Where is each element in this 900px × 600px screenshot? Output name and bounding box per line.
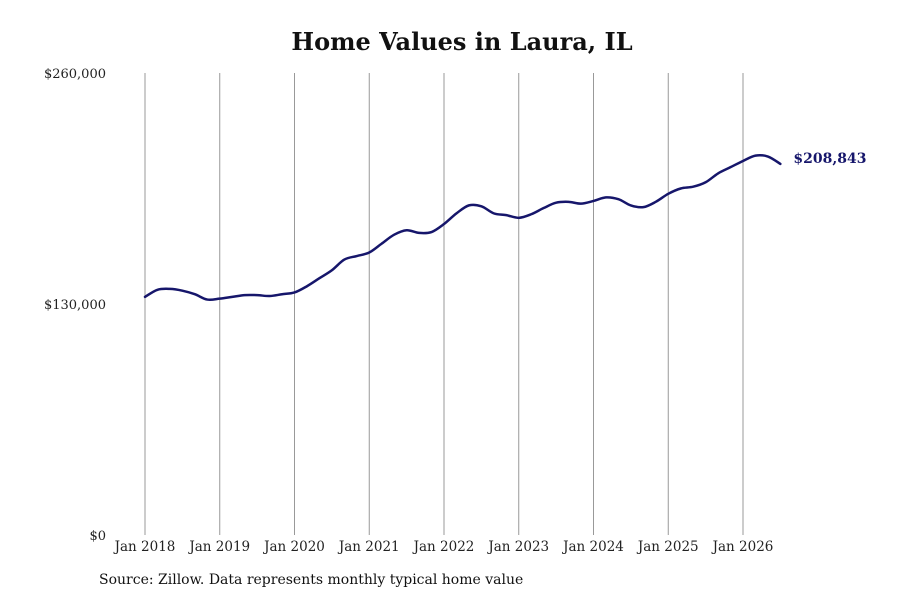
source-note: Source: Zillow. Data represents monthly … — [99, 572, 524, 588]
x-tick-label: Jan 2021 — [337, 539, 400, 555]
x-tick-label: Jan 2018 — [113, 539, 176, 555]
x-tick-label: Jan 2026 — [711, 539, 774, 555]
chart-title: Home Values in Laura, IL — [291, 27, 633, 56]
x-tick-label: Jan 2022 — [412, 539, 475, 555]
x-tick-label: Jan 2024 — [561, 539, 624, 555]
y-tick-label: $260,000 — [44, 67, 106, 82]
y-axis-tick-labels: $0 $130,000 $260,000 — [44, 67, 106, 544]
x-tick-label: Jan 2019 — [187, 539, 250, 555]
latest-value-label: $208,843 — [793, 151, 866, 167]
y-tick-label: $130,000 — [44, 298, 106, 313]
vertical-gridlines — [144, 73, 744, 535]
x-tick-label: Jan 2025 — [636, 539, 699, 555]
y-tick-label: $0 — [89, 529, 106, 544]
home-value-line — [143, 153, 782, 302]
x-axis-tick-labels: Jan 2018 Jan 2019 Jan 2020 Jan 2021 Jan 2022… — [113, 539, 774, 555]
x-tick-label: Jan 2020 — [262, 539, 325, 555]
x-tick-label: Jan 2023 — [486, 539, 549, 555]
